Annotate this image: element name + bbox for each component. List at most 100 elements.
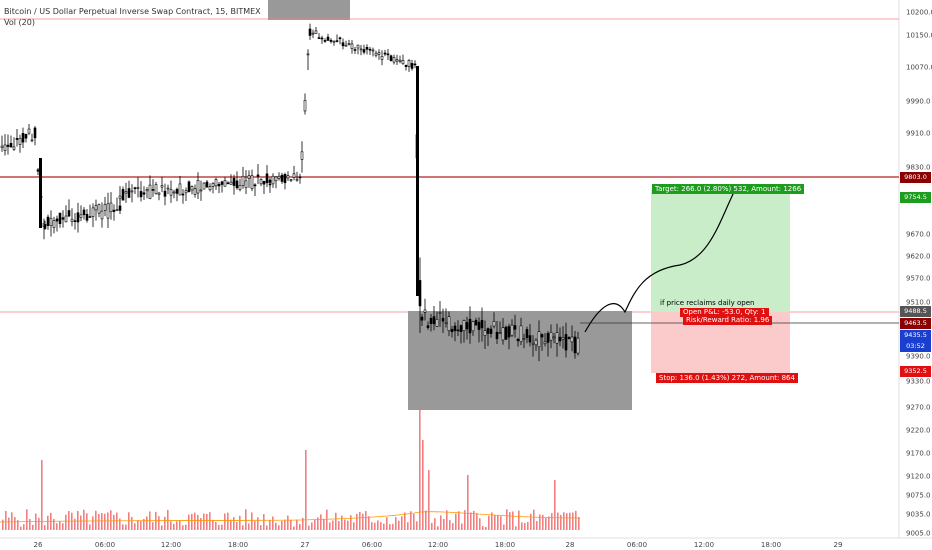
candle-body [489, 328, 493, 334]
candle-body [383, 52, 387, 55]
target-label[interactable]: Target: 266.0 (2.80%) 532, Amount: 1266 [652, 184, 805, 194]
price-tick-label: 10070.0 [906, 64, 932, 72]
volume-bar [320, 514, 322, 530]
candle-body [335, 40, 339, 42]
candle-body [450, 328, 454, 333]
volume-bar [368, 516, 370, 530]
volume-bar [233, 517, 235, 530]
volume-bar [302, 517, 304, 530]
candle-body [429, 317, 433, 324]
volume-bar [365, 511, 367, 530]
candle-body [323, 40, 327, 42]
candle-body [148, 184, 152, 199]
volume-bar [347, 520, 349, 530]
candle-body [199, 189, 203, 192]
candle-body [468, 318, 472, 334]
candle-body [286, 175, 290, 179]
volume-bar [287, 515, 289, 530]
volume-bar [527, 522, 529, 530]
candle-body [229, 181, 233, 185]
candle-body [82, 209, 86, 216]
volume-bar [332, 520, 334, 530]
target-zone[interactable] [651, 190, 790, 312]
volume-bar [512, 511, 514, 530]
time-axis[interactable]: 26 06:00 12:00 18:00 27 06:00 12:00 18:00 28 06:0… [34, 541, 843, 549]
candle-body [27, 128, 31, 134]
candle-body [525, 329, 529, 339]
candle-body [205, 181, 209, 188]
volume-bar [491, 512, 493, 530]
candle-body [392, 57, 396, 63]
volume-bar [113, 514, 115, 530]
candle-body [67, 210, 71, 217]
candles-group [0, 23, 580, 362]
candle-body [91, 207, 95, 217]
candle-body [438, 312, 442, 314]
volume-bar [56, 523, 58, 530]
volume-bar [362, 513, 364, 530]
volume-bar [554, 480, 556, 530]
candle-body [283, 173, 287, 184]
volume-bar [470, 512, 472, 530]
volume-bar [467, 475, 469, 530]
candle-body [507, 326, 511, 338]
volume-bar [350, 515, 352, 530]
price-tag-stop: 9352.5 [900, 366, 931, 377]
volume-bar [464, 510, 466, 530]
candle-body [3, 144, 7, 151]
price-axis[interactable]: 10200.0 10150.0 10070.0 9990.0 9910.0 9830.0 9… [906, 9, 932, 538]
candle-body [250, 175, 254, 190]
volume-bar [227, 512, 229, 530]
candle-body [262, 181, 266, 185]
price-projection-path[interactable] [584, 184, 739, 333]
volume-ma-line [0, 511, 581, 523]
candle-body [423, 309, 427, 313]
candle-body [564, 334, 568, 351]
volume-bar [209, 512, 211, 530]
volume-bar [440, 515, 442, 530]
volume-bar [341, 515, 343, 530]
candle-body [453, 325, 457, 332]
candle-body [52, 220, 56, 228]
time-tick-label: 06:00 [362, 541, 382, 549]
volume-bar [374, 522, 376, 530]
candle-body [303, 100, 307, 112]
candle-body [160, 185, 164, 188]
volume-bar [398, 520, 400, 530]
volume-bar [44, 525, 46, 530]
candle-body [271, 175, 275, 185]
volume-bar [260, 525, 262, 530]
candle-body [163, 190, 167, 197]
candle-body [151, 189, 155, 191]
candle-body [338, 37, 342, 40]
top-range-box[interactable] [268, 0, 350, 20]
candle-body [398, 59, 402, 62]
volume-bar [188, 514, 190, 530]
volume-bar [17, 520, 19, 530]
price-tag-countdown: 03:52 [900, 341, 931, 352]
candle-body [178, 183, 182, 196]
candle-body [118, 205, 122, 211]
volume-bar [296, 519, 298, 530]
candle-body [477, 321, 481, 330]
volume-bar [167, 509, 169, 530]
stop-label[interactable]: Stop: 136.0 (1.43%) 272, Amount: 864 [656, 373, 798, 383]
time-tick-label: 27 [301, 541, 310, 549]
candle-body [289, 179, 293, 181]
candle-body [70, 218, 74, 222]
volume-bar [485, 526, 487, 530]
candle-body [377, 52, 381, 55]
volume-bar [176, 521, 178, 530]
volume-bar [86, 513, 88, 530]
candle-body [175, 188, 179, 194]
candle-body [418, 280, 422, 307]
volume-bar [449, 520, 451, 530]
volume-bar [14, 517, 16, 530]
time-tick-label: 12:00 [694, 541, 714, 549]
candle-body [498, 332, 502, 334]
volume-bar [218, 524, 220, 530]
volume-bar [26, 509, 28, 530]
volume-bar [404, 512, 406, 530]
candle-body [308, 28, 312, 36]
